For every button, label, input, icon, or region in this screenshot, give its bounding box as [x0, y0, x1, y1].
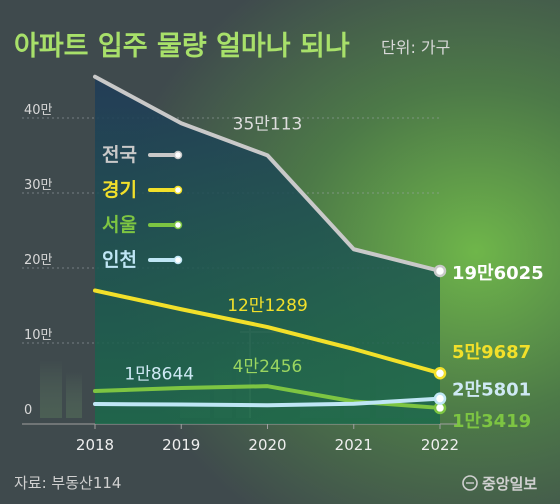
lines-layer [93, 74, 442, 410]
point-nation [433, 264, 447, 278]
brand-logo: 중앙일보 [462, 475, 537, 493]
x-tick-label: 2022 [421, 436, 459, 454]
unit-label: 단위: 가구 [381, 38, 450, 57]
y-tick-label: 20만 [24, 253, 53, 268]
data-label-seoul: 1만3419 [452, 411, 531, 432]
point-gyeonggi [433, 366, 447, 380]
nation-area-fill [95, 76, 440, 424]
point-incheon [433, 392, 447, 405]
x-tick-label: 2021 [335, 436, 373, 454]
x-tick-label: 2019 [162, 436, 200, 454]
data-label-nation: 19만6025 [452, 263, 544, 284]
series-line-incheon [93, 396, 442, 408]
data-label-incheon: 2만5801 [452, 380, 531, 401]
x-tick-label: 2020 [248, 436, 286, 454]
legend-marker-nation [173, 150, 183, 160]
area-layer [95, 76, 440, 424]
data-label-gyeonggi: 12만1289 [227, 296, 308, 316]
legend-marker-incheon [173, 255, 183, 265]
series-line-gyeonggi [93, 288, 442, 376]
chart-title: 아파트 입주 물량 얼마나 되나 [14, 31, 350, 62]
data-labels-layer: 35만113 19만6025 12만1289 5만9687 4만2456 1만3419 1만… [124, 114, 543, 432]
y-tick-label: 10만 [24, 328, 53, 343]
data-label-seoul: 4만2456 [233, 357, 303, 377]
y-tick-label: 30만 [24, 178, 53, 193]
legend-label-nation: 전국 [102, 144, 137, 166]
markers-layer [433, 264, 447, 415]
legend-label-incheon: 인천 [102, 249, 137, 271]
y-tick-label: 40만 [24, 103, 53, 118]
x-axis: 2018 2019 2020 2021 2022 [76, 424, 459, 454]
legend-marker-seoul [173, 220, 183, 230]
legend-label-gyeonggi: 경기 [102, 179, 137, 201]
data-label-nation: 35만113 [233, 114, 303, 134]
data-label-incheon: 1만8644 [124, 365, 194, 385]
series-line-nation [93, 74, 442, 273]
legend-marker-gyeonggi [173, 185, 183, 195]
y-tick-label: 0 [24, 403, 32, 418]
data-label-gyeonggi: 5만9687 [452, 342, 531, 363]
legend-label-seoul: 서울 [102, 214, 137, 236]
x-tick-label: 2018 [76, 436, 114, 454]
source-note: 자료: 부동산114 [14, 474, 121, 492]
brand-name: 중앙일보 [482, 475, 537, 493]
